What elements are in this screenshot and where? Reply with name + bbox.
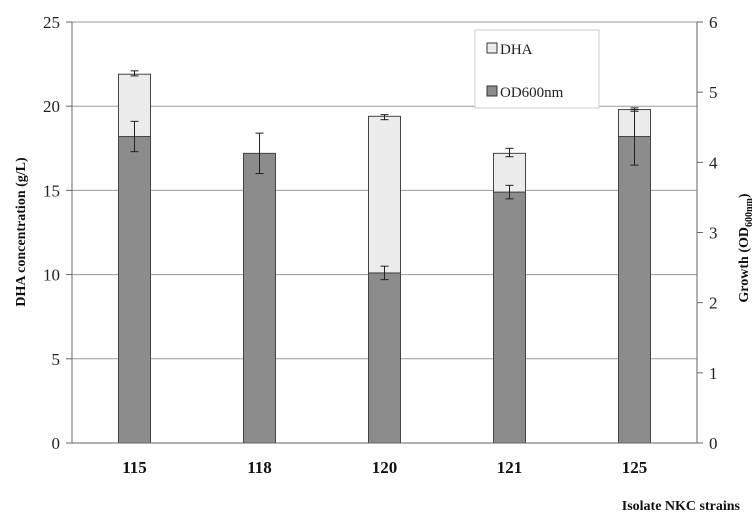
legend-swatch-dha <box>486 42 498 54</box>
right-tick-label: 3 <box>709 224 718 243</box>
right-tick-label: 2 <box>709 294 718 313</box>
left-tick-label: 20 <box>43 97 60 116</box>
category-label-115: 115 <box>122 458 147 477</box>
right-axis-ticks: 0 1 2 3 4 5 6 <box>697 13 718 453</box>
bar-od600-118 <box>243 152 276 444</box>
x-axis-title: Isolate NKC strains <box>622 499 741 514</box>
category-label-125: 125 <box>622 458 648 477</box>
y-axis-title-right-main: Growth (OD <box>737 227 752 303</box>
right-tick-label: 6 <box>709 13 718 32</box>
bar-od600-121 <box>493 191 526 444</box>
bar-od600-120 <box>368 272 401 444</box>
error-bars <box>130 70 639 281</box>
y-axis-title-right-sub: 600nm <box>744 197 753 227</box>
category-label-118: 118 <box>247 458 272 477</box>
right-tick-label: 0 <box>709 434 718 453</box>
category-label-120: 120 <box>372 458 398 477</box>
legend-label-od600: OD600nm <box>500 85 564 101</box>
left-tick-label: 0 <box>52 434 61 453</box>
left-axis-ticks: 0 5 10 15 20 25 <box>43 13 72 453</box>
y-axis-title-right: Growth (OD600nm) <box>737 193 753 302</box>
legend-label-dha: DHA <box>500 42 533 58</box>
y-axis-title-left: DHA concentration (g/L) <box>14 157 29 307</box>
bars <box>118 73 651 444</box>
bar-od600-115 <box>118 136 151 444</box>
right-tick-label: 5 <box>709 83 718 102</box>
y-axis-title-right-end: ) <box>737 193 752 198</box>
right-tick-label: 4 <box>709 153 718 172</box>
legend: DHA OD600nm <box>474 29 600 109</box>
left-tick-label: 25 <box>43 13 60 32</box>
left-tick-label: 10 <box>43 266 60 285</box>
category-labels: 115 118 120 121 125 <box>122 458 647 477</box>
left-tick-label: 15 <box>43 181 60 200</box>
right-tick-label: 1 <box>709 364 718 383</box>
legend-swatch-od600 <box>486 85 498 97</box>
bar-od600-125 <box>618 136 651 444</box>
left-tick-label: 5 <box>52 350 61 369</box>
category-label-121: 121 <box>497 458 523 477</box>
bar-dha-120 <box>368 115 401 274</box>
